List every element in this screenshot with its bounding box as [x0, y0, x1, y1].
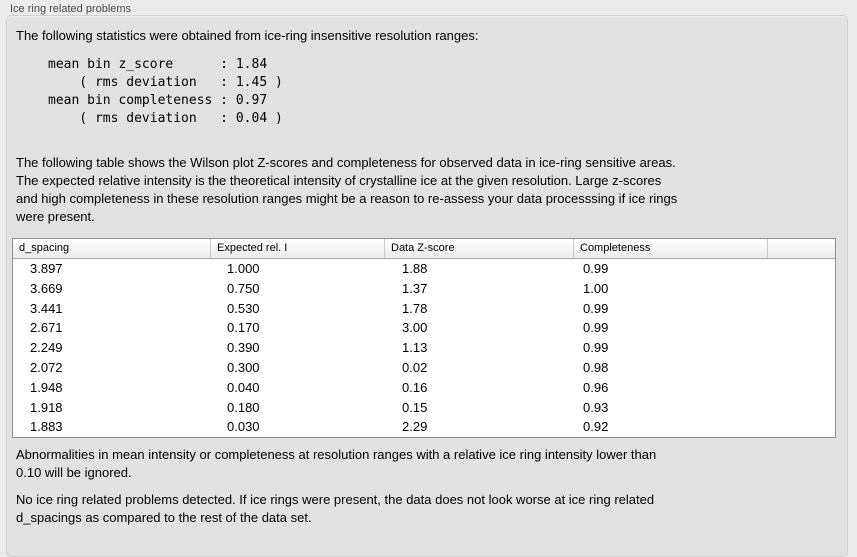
table-cell: 0.99	[583, 340, 609, 356]
table-cell	[767, 259, 835, 279]
table-cell: 0.93	[583, 399, 609, 415]
intro-text: The following statistics were obtained f…	[16, 28, 479, 43]
table-cell: 0.99	[583, 261, 609, 276]
table-cell: 1.918	[30, 399, 63, 415]
column-header[interactable]: Expected rel. I	[210, 239, 384, 258]
table-cell	[767, 279, 835, 299]
table-row[interactable]: 2.671 0.170 3.00 0.99	[13, 318, 835, 338]
table-row[interactable]: 2.072 0.300 0.02 0.98	[13, 358, 835, 378]
table-cell: 0.15	[402, 399, 428, 415]
table-cell: 1.37	[402, 280, 428, 296]
table-cell: 1.13	[402, 340, 428, 356]
table-cell: 2.072	[30, 359, 63, 375]
column-header[interactable]: d_spacing	[19, 242, 70, 254]
table-cell: 0.180	[227, 399, 260, 415]
table-cell: 2.29	[402, 419, 428, 435]
table-cell	[767, 299, 835, 319]
ice-ring-groupbox: The following statistics were obtained f…	[6, 15, 848, 557]
table-row[interactable]: 1.883 0.030 2.29 0.92	[13, 417, 835, 437]
table-header-row: d_spacing Expected rel. I Data Z-score Comp…	[13, 239, 835, 259]
table-cell	[767, 318, 835, 338]
table-cell: 0.390	[227, 340, 260, 356]
column-header[interactable]: Completeness	[573, 239, 767, 258]
table-cell	[767, 417, 835, 437]
table-cell	[767, 378, 835, 398]
table-cell: 1.78	[402, 300, 428, 316]
table-cell: 1.88	[402, 261, 428, 276]
table-row[interactable]: 3.441 0.530 1.78 0.99	[13, 299, 835, 319]
conclusion-text: No ice ring related problems detected. I…	[16, 492, 655, 525]
footnote-text: Abnormalities in mean intensity or compl…	[16, 447, 657, 480]
table-cell: 0.300	[227, 359, 260, 375]
table-cell: 0.170	[227, 320, 260, 336]
table-cell: 2.671	[30, 320, 63, 336]
table-cell: 1.883	[30, 419, 63, 435]
section-title: Ice ring related problems	[10, 3, 132, 15]
table-cell: 0.02	[402, 359, 428, 375]
table-row[interactable]: 3.669 0.750 1.37 1.00	[13, 279, 835, 299]
stats-block: mean bin z_score : 1.84 ( rms deviation …	[48, 57, 283, 126]
table-cell: 0.98	[583, 359, 609, 375]
table-cell: 0.99	[583, 320, 609, 336]
table-cell: 0.530	[227, 300, 260, 316]
table-cell: 3.897	[30, 261, 63, 276]
table-cell: 3.441	[30, 300, 63, 316]
table-cell: 1.00	[583, 280, 609, 296]
table-cell: 0.99	[583, 300, 609, 316]
table-row[interactable]: 1.948 0.040 0.16 0.96	[13, 378, 835, 398]
table-cell: 1.948	[30, 379, 63, 395]
table-row[interactable]: 3.897 1.000 1.88 0.99	[13, 259, 835, 279]
table-cell	[767, 398, 835, 418]
table-cell: 2.249	[30, 340, 63, 356]
table-cell: 0.92	[583, 419, 609, 435]
table-row[interactable]: 1.918 0.180 0.15 0.93	[13, 398, 835, 418]
column-header-filler	[767, 239, 835, 258]
table-cell	[767, 338, 835, 358]
table-cell: 0.16	[402, 379, 428, 395]
table-body: 3.897 1.000 1.88 0.99 3.669 0.750 1.37 1.00 3.44…	[13, 259, 835, 437]
column-header[interactable]: Data Z-score	[384, 239, 573, 258]
table-cell: 0.750	[227, 280, 260, 296]
table-cell: 0.040	[227, 379, 260, 395]
table-description: The following table shows the Wilson plo…	[16, 155, 678, 224]
table-cell: 0.96	[583, 379, 609, 395]
table-cell: 1.000	[227, 261, 260, 276]
table-cell: 3.00	[402, 320, 428, 336]
table-row[interactable]: 2.249 0.390 1.13 0.99	[13, 338, 835, 358]
table-cell: 0.030	[227, 419, 260, 435]
table-cell	[767, 358, 835, 378]
ice-ring-table: d_spacing Expected rel. I Data Z-score Comp…	[12, 238, 836, 439]
table-cell: 3.669	[30, 280, 63, 296]
